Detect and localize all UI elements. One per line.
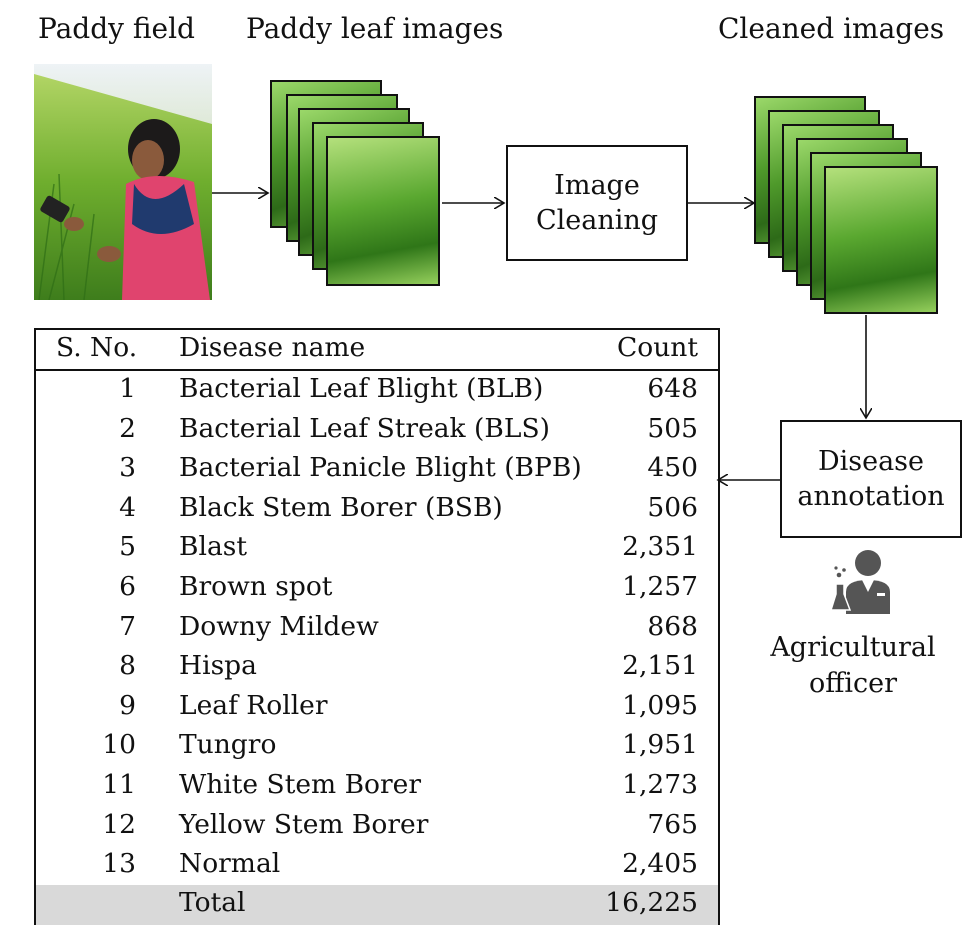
officer-label: Agricultural officer (760, 630, 946, 702)
row-sno: 12 (102, 808, 136, 840)
row-sno: 5 (119, 531, 136, 563)
row-disease-name: Bacterial Leaf Blight (BLB) (179, 373, 544, 404)
header-count: Count (616, 332, 698, 363)
leaf-images-label: Paddy leaf images (246, 12, 504, 45)
row-disease-name: Tungro (179, 729, 277, 761)
table-row: 9 Leaf Roller 1,095 (36, 688, 718, 728)
officer-label-line2: officer (808, 668, 898, 699)
row-disease-name: Bacterial Panicle Blight (BPB) (179, 452, 582, 484)
row-disease-name: Downy Mildew (179, 610, 379, 642)
row-sno: 13 (102, 848, 136, 880)
row-count: 506 (647, 491, 698, 523)
row-count: 765 (647, 808, 698, 840)
row-count: 450 (647, 452, 698, 484)
total-count: 16,225 (605, 887, 698, 918)
row-sno: 9 (119, 689, 136, 721)
table-row: 10 Tungro 1,951 (36, 727, 718, 767)
table-row: 4 Black Stem Borer (BSB) 506 (36, 490, 718, 530)
row-count: 1,095 (622, 689, 698, 721)
cleaned-image-card (824, 166, 938, 314)
disease-annotation-box: Disease annotation (780, 420, 962, 538)
row-sno: 4 (119, 491, 136, 523)
table-row: 3 Bacterial Panicle Blight (BPB) 450 (36, 450, 718, 490)
table-row: 7 Downy Mildew 868 (36, 609, 718, 649)
table-row: 13 Normal 2,405 (36, 846, 718, 886)
row-disease-name: Normal (179, 848, 281, 880)
row-disease-name: Brown spot (179, 571, 333, 602)
table-row: 11 White Stem Borer 1,273 (36, 767, 718, 807)
row-sno: 1 (119, 373, 136, 404)
image-cleaning-line1: Image (554, 170, 640, 201)
row-sno: 6 (119, 571, 136, 602)
row-sno: 2 (119, 412, 136, 444)
row-sno: 11 (102, 769, 136, 800)
paddy-field-photo (34, 64, 212, 300)
row-sno: 7 (119, 610, 136, 642)
paddy-field-label: Paddy field (38, 12, 195, 45)
table-row: 8 Hispa 2,151 (36, 648, 718, 688)
disease-count-table: S. No. Disease name Count 1 Bacterial Lea… (34, 328, 720, 925)
row-count: 505 (647, 412, 698, 444)
row-sno: 8 (119, 650, 136, 682)
row-disease-name: Leaf Roller (179, 689, 328, 721)
row-count: 648 (647, 373, 698, 404)
leaf-image-card (326, 136, 440, 286)
row-count: 2,351 (622, 531, 698, 563)
row-disease-name: Bacterial Leaf Streak (BLS) (179, 412, 550, 444)
row-sno: 10 (102, 729, 136, 761)
total-row: Total 16,225 (36, 885, 718, 925)
image-cleaning-box: Image Cleaning (506, 145, 688, 261)
table-row: 1 Bacterial Leaf Blight (BLB) 648 (36, 371, 718, 411)
header-divider (36, 369, 718, 371)
officer-label-line1: Agricultural (770, 632, 936, 663)
table-header-row: S. No. Disease name Count (36, 330, 718, 370)
row-count: 1,273 (622, 769, 698, 800)
disease-annotation-line1: Disease (817, 446, 925, 477)
table-row: 6 Brown spot 1,257 (36, 569, 718, 609)
header-disease-name: Disease name (179, 332, 366, 363)
row-count: 2,405 (622, 848, 698, 880)
row-disease-name: Yellow Stem Borer (179, 808, 429, 840)
row-disease-name: Blast (179, 531, 247, 563)
row-count: 868 (647, 610, 698, 642)
table-row: 5 Blast 2,351 (36, 529, 718, 569)
table-row: 12 Yellow Stem Borer 765 (36, 807, 718, 847)
row-sno: 3 (119, 452, 136, 484)
row-count: 1,257 (622, 571, 698, 602)
row-disease-name: Black Stem Borer (BSB) (179, 491, 503, 523)
row-disease-name: White Stem Borer (179, 769, 422, 800)
header-sno: S. No. (56, 332, 138, 363)
row-count: 1,951 (622, 729, 698, 761)
row-count: 2,151 (622, 650, 698, 682)
table-row: 2 Bacterial Leaf Streak (BLS) 505 (36, 411, 718, 451)
image-cleaning-line2: Cleaning (535, 205, 659, 236)
disease-annotation-line2: annotation (797, 481, 945, 512)
scientist-person-icon (832, 550, 890, 614)
row-disease-name: Hispa (179, 650, 257, 682)
cleaned-images-label: Cleaned images (718, 12, 945, 45)
total-label: Total (179, 887, 246, 918)
